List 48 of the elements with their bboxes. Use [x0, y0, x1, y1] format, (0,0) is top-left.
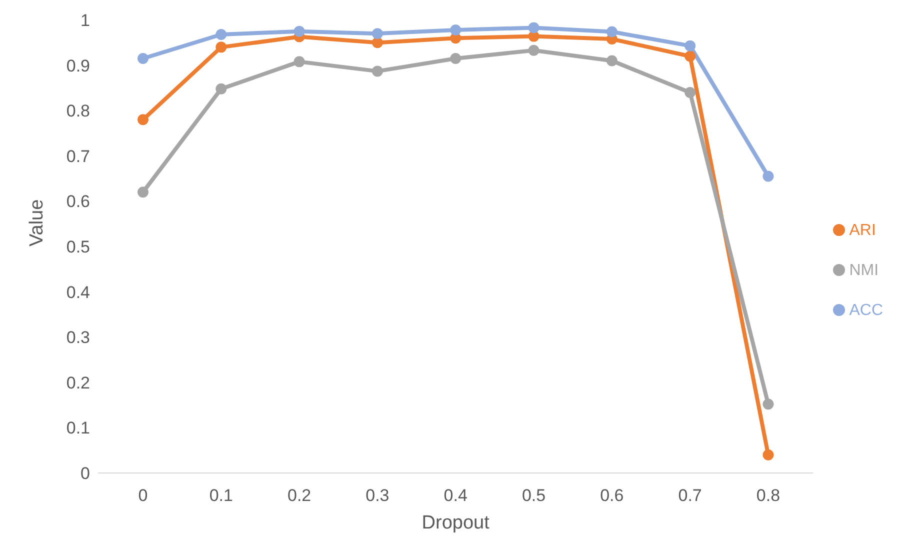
- point: [528, 44, 540, 56]
- point: [684, 86, 696, 98]
- point: [606, 55, 618, 66]
- x-tick-label: 0.8: [756, 486, 780, 506]
- x-tick-label: 0.1: [209, 486, 233, 506]
- point: [606, 26, 618, 38]
- y-tick-label: 0.9: [66, 56, 90, 76]
- point: [762, 449, 774, 460]
- point: [762, 398, 774, 410]
- x-tick-label: 0.4: [444, 486, 468, 506]
- point: [450, 53, 462, 64]
- y-axis-title: Value: [26, 199, 48, 246]
- y-tick-label: 0.5: [66, 238, 90, 257]
- point: [294, 26, 305, 37]
- y-tick-label: 0.6: [66, 192, 90, 212]
- x-tick-label: 0.6: [600, 486, 624, 506]
- y-tick-label: 0.7: [66, 146, 90, 166]
- x-tick-label: 0.5: [522, 486, 546, 506]
- y-tick-label: 1: [80, 11, 90, 30]
- point: [138, 53, 148, 64]
- point: [138, 114, 148, 126]
- point: [684, 40, 696, 52]
- y-tick-label: 0: [80, 464, 90, 484]
- legend-label: ARI: [849, 222, 876, 238]
- y-tick-label: 0.1: [66, 418, 90, 438]
- point: [294, 56, 305, 68]
- y-tick-label: 0.4: [66, 282, 90, 302]
- point: [138, 186, 148, 198]
- point: [762, 170, 774, 182]
- y-tick-label: 0.2: [66, 373, 90, 392]
- x-tick-label: 0: [138, 486, 148, 506]
- y-tick-label: 0.3: [66, 328, 90, 348]
- point: [372, 28, 383, 40]
- point: [216, 28, 227, 40]
- point: [684, 50, 696, 62]
- x-tick-label: 0.2: [287, 486, 312, 506]
- x-tick-label: 0.3: [366, 486, 390, 506]
- point: [372, 66, 383, 77]
- x-axis-title: Dropout: [422, 512, 490, 534]
- point: [450, 24, 462, 36]
- legend-label: ACC: [849, 302, 883, 318]
- point: [216, 42, 227, 53]
- point: [216, 83, 227, 94]
- point: [372, 37, 383, 48]
- legend-label: NMI: [849, 262, 879, 278]
- y-tick-label: 0.8: [66, 102, 90, 121]
- point: [528, 22, 540, 34]
- x-tick-label: 0.7: [678, 486, 702, 506]
